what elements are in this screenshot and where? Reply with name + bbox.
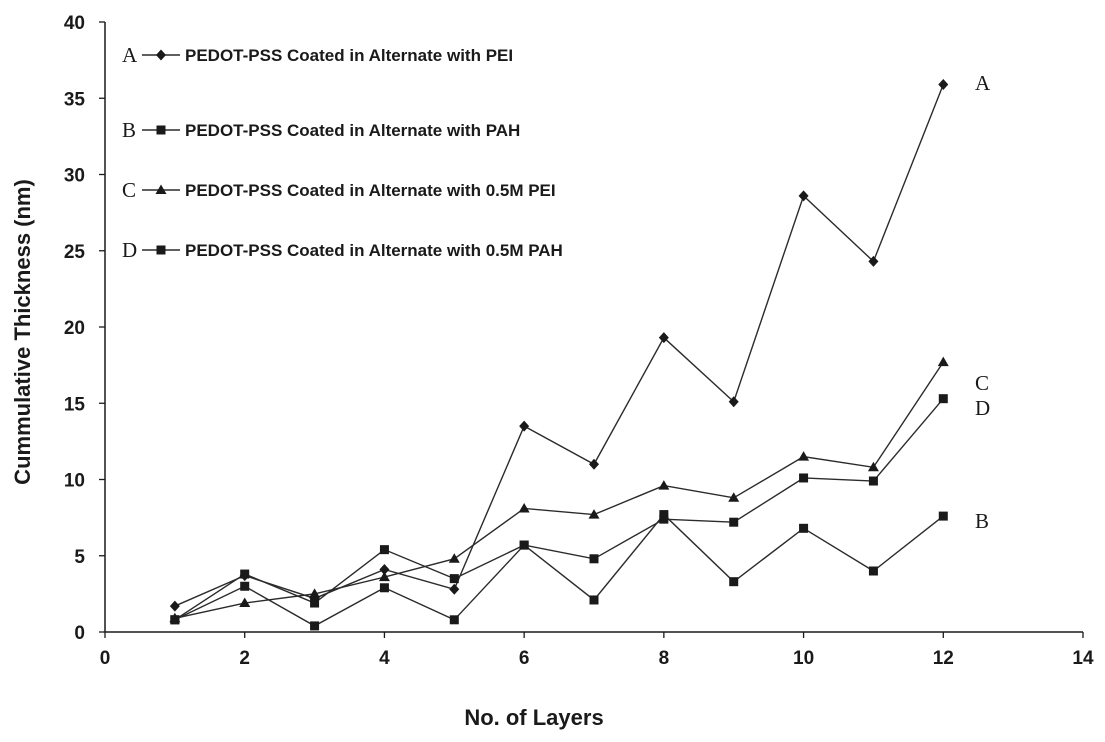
series-d-point: [379, 545, 389, 555]
series-a-point: [938, 79, 949, 91]
series-c-point: [518, 502, 530, 513]
series-a: [169, 79, 949, 612]
series-a-point: [169, 600, 180, 612]
y-tick-label: 15: [64, 394, 86, 415]
series-a-point: [868, 255, 879, 267]
series-b-point: [589, 595, 599, 605]
legend-item-b: B PEDOT-PSS Coated in Alternate with PAH: [122, 118, 520, 142]
x-axis-label: No. of Layers: [464, 705, 603, 730]
chart-axes: 0 2 4 6 8 10 12 14 0 5 10 15 20 25 30 35 40: [64, 13, 1094, 669]
legend-label: PEDOT-PSS Coated in Alternate with PAH: [185, 121, 520, 140]
series-c-point: [239, 597, 251, 608]
series-a-point: [798, 190, 809, 202]
legend-item-c: C PEDOT-PSS Coated in Alternate with 0.5M…: [122, 178, 556, 202]
end-label-c: C: [975, 371, 989, 395]
x-tick-label: 14: [1072, 648, 1094, 669]
series-end-labels: A CD B: [975, 71, 991, 533]
end-label-d: D: [975, 396, 990, 420]
series-c-point: [937, 356, 949, 367]
series-b-point: [449, 615, 459, 625]
series-b-line: [174, 513, 944, 627]
series-c-line: [174, 361, 944, 619]
series-d-point: [799, 473, 809, 483]
y-axis-ticks: 0 5 10 15 20 25 30 35 40: [64, 13, 105, 644]
legend-item-a: A PEDOT-PSS Coated in Alternate with PEI: [122, 43, 513, 67]
legend-label: PEDOT-PSS Coated in Alternate with PEI: [185, 46, 513, 65]
x-tick-label: 4: [379, 648, 390, 669]
legend: A PEDOT-PSS Coated in Alternate with PEI B…: [122, 43, 563, 262]
series-c-point: [309, 588, 321, 598]
legend-marker: [156, 125, 166, 135]
x-tick-label: 10: [793, 648, 814, 669]
series-b-point: [729, 577, 739, 587]
series-b-point: [240, 581, 250, 591]
series-d-point: [240, 569, 250, 579]
y-tick-label: 30: [64, 166, 85, 187]
series-b-point: [310, 621, 320, 631]
legend-letter: C: [122, 178, 136, 202]
series-b: [170, 510, 948, 631]
legend-letter: D: [122, 238, 137, 262]
series-c-point: [448, 553, 460, 563]
x-tick-label: 0: [100, 648, 111, 669]
series-b-point: [938, 511, 948, 521]
series-d-point: [449, 574, 459, 584]
series-d-point: [659, 514, 669, 524]
series-group: [169, 79, 949, 631]
series-c-point: [658, 480, 670, 490]
series-a-point: [519, 420, 530, 432]
series-a-point: [658, 332, 669, 344]
series-d-point: [938, 394, 948, 404]
y-tick-label: 10: [64, 471, 85, 492]
series-d-point: [729, 517, 739, 527]
series-b-point: [799, 523, 809, 533]
series-d-point: [519, 540, 529, 550]
y-tick-label: 0: [74, 623, 85, 644]
series-b-point: [868, 566, 878, 576]
y-axis-label: Cummulative Thickness (nm): [10, 179, 35, 485]
series-c-point: [798, 451, 810, 461]
legend-marker: [156, 245, 166, 255]
legend-item-d: D PEDOT-PSS Coated in Alternate with 0.5M…: [122, 238, 563, 262]
y-tick-label: 20: [64, 318, 85, 339]
x-tick-label: 12: [933, 648, 954, 669]
series-a-point: [449, 583, 460, 595]
series-b-point: [379, 583, 389, 593]
y-tick-label: 25: [64, 242, 86, 263]
x-tick-label: 2: [239, 648, 250, 669]
series-a-point: [589, 458, 599, 470]
end-label-b: B: [975, 509, 989, 533]
legend-marker: [155, 184, 167, 194]
x-tick-label: 6: [519, 648, 530, 669]
legend-letter: A: [122, 43, 138, 67]
series-c-point: [867, 461, 879, 472]
x-axis-ticks: 0 2 4 6 8 10 12 14: [100, 632, 1094, 669]
series-d-point: [170, 615, 180, 625]
series-d-point: [868, 476, 878, 486]
series-d: [170, 394, 948, 625]
series-d-point: [589, 554, 599, 564]
series-c-point: [588, 509, 600, 519]
series-c-point: [378, 571, 390, 582]
end-label-a: A: [975, 71, 991, 95]
legend-label: PEDOT-PSS Coated in Alternate with 0.5M …: [185, 181, 556, 200]
series-a-point: [379, 563, 390, 575]
series-a-point: [728, 396, 739, 408]
series-c-point: [728, 492, 740, 502]
y-tick-label: 5: [74, 547, 85, 568]
series-d-point: [310, 598, 320, 608]
series-c: [169, 356, 949, 623]
y-tick-label: 40: [64, 13, 85, 34]
series-d-line: [174, 398, 944, 621]
series-a-line: [174, 84, 944, 607]
y-tick-label: 35: [64, 89, 86, 110]
series-b-point: [659, 510, 669, 520]
legend-marker: [156, 49, 166, 61]
x-tick-label: 8: [659, 648, 670, 669]
legend-label: PEDOT-PSS Coated in Alternate with 0.5M …: [185, 241, 563, 260]
legend-letter: B: [122, 118, 136, 142]
